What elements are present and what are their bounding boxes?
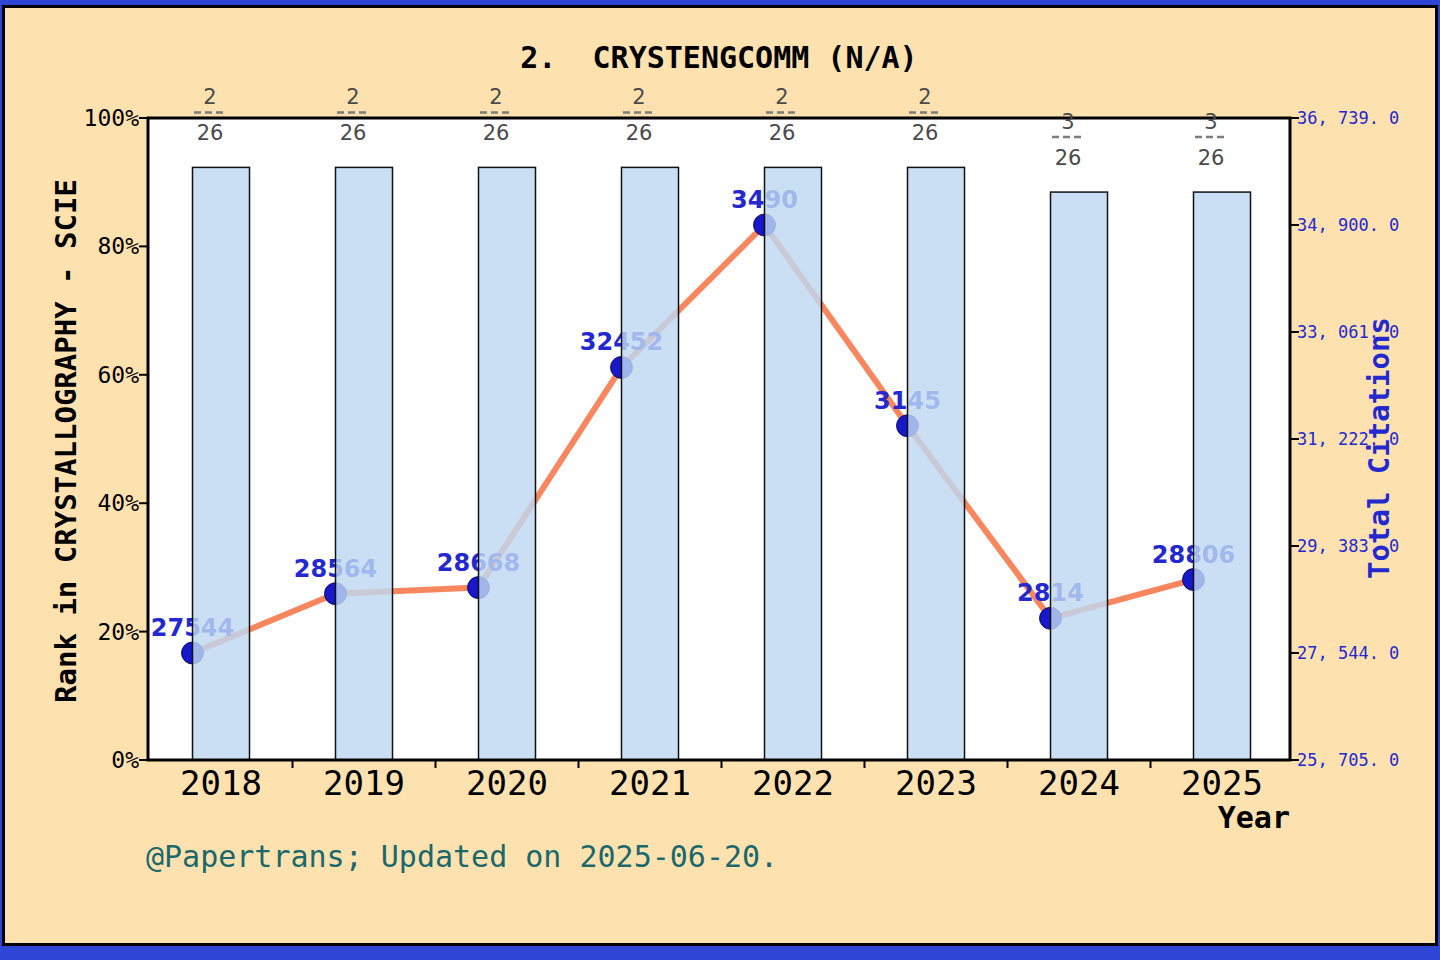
rank-bar — [336, 167, 393, 760]
rank-bar — [908, 167, 965, 760]
rank-fraction-denominator: 26 — [197, 121, 224, 145]
rank-fraction-numerator: 3 — [1204, 110, 1217, 134]
x-axis-title: Year — [1140, 800, 1290, 835]
x-axis-category-label: 2021 — [580, 763, 720, 803]
rank-fraction-denominator: 26 — [912, 121, 939, 145]
left-axis-tick-label: 0% — [69, 747, 139, 773]
rank-fraction-numerator: 3 — [1061, 110, 1074, 134]
rank-fraction-numerator: 2 — [632, 85, 645, 109]
page: { "frame": { "outer_color": "#2F45D4", "… — [0, 0, 1440, 960]
left-axis-title: Rank in CRYSTALLOGRAPHY - SCIE — [49, 101, 83, 781]
right-axis-tick-label: 36, 739. 0 — [1297, 107, 1399, 129]
left-axis-tick-label: 80% — [69, 233, 139, 259]
right-axis-tick-label: 27, 544. 0 — [1297, 642, 1399, 664]
x-axis-category-label: 2023 — [866, 763, 1006, 803]
right-axis-tick-label: 29, 383. 0 — [1297, 535, 1399, 557]
rank-fraction-numerator: 2 — [775, 85, 788, 109]
rank-fraction-denominator: 26 — [483, 121, 510, 145]
x-axis-category-label: 2022 — [723, 763, 863, 803]
x-axis-category-label: 2020 — [437, 763, 577, 803]
x-axis-category-label: 2025 — [1152, 763, 1292, 803]
rank-bar — [765, 167, 822, 760]
x-axis-category-label: 2024 — [1009, 763, 1149, 803]
x-axis-category-label: 2019 — [294, 763, 434, 803]
rank-fraction-numerator: 2 — [489, 85, 502, 109]
chart-title: 2. CRYSTENGCOMM (N/A) — [369, 40, 1069, 75]
rank-fraction-denominator: 26 — [1055, 146, 1082, 170]
left-axis-tick-label: 100% — [69, 105, 139, 131]
rank-fraction-numerator: 2 — [203, 85, 216, 109]
left-axis-tick-label: 60% — [69, 362, 139, 388]
left-axis-tick-label: 40% — [69, 490, 139, 516]
rank-fraction-denominator: 26 — [340, 121, 367, 145]
right-axis-tick-label: 31, 222. 0 — [1297, 428, 1399, 450]
left-axis-tick-label: 20% — [69, 619, 139, 645]
plot-background — [148, 118, 1290, 760]
x-axis-category-label: 2018 — [151, 763, 291, 803]
rank-bar — [622, 167, 679, 760]
rank-fraction-denominator: 26 — [769, 121, 796, 145]
rank-bar — [1194, 192, 1251, 760]
right-axis-tick-label: 33, 061. 0 — [1297, 321, 1399, 343]
rank-fraction-denominator: 26 — [1198, 146, 1225, 170]
rank-bar — [479, 167, 536, 760]
rank-fraction-numerator: 2 — [918, 85, 931, 109]
footer-credit: @Papertrans; Updated on 2025-06-20. — [146, 839, 778, 874]
rank-fraction-numerator: 2 — [346, 85, 359, 109]
right-axis-tick-label: 25, 705. 0 — [1297, 749, 1399, 771]
rank-bar — [1051, 192, 1108, 760]
right-axis-tick-label: 34, 900. 0 — [1297, 214, 1399, 236]
rank-fraction-denominator: 26 — [626, 121, 653, 145]
rank-bar — [193, 167, 250, 760]
